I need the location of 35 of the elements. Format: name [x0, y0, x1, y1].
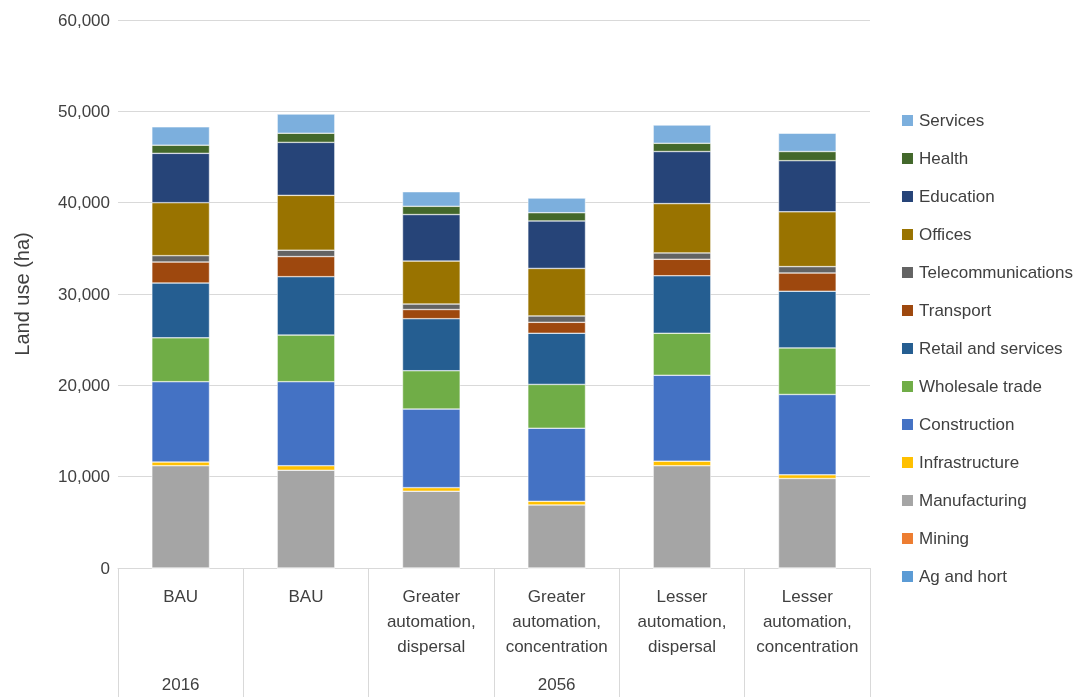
legend-label: Retail and services [918, 339, 1063, 358]
text: 2056 [537, 675, 576, 694]
bar [151, 465, 210, 568]
bar [277, 470, 335, 568]
legend-label: Infrastructure [918, 453, 1020, 472]
y-tick-label: 10,000 [58, 467, 110, 487]
y-tick-label: 50,000 [58, 101, 110, 121]
legend-label: Construction [918, 415, 1015, 434]
bar [653, 465, 711, 568]
legend-label: Health [918, 149, 969, 168]
legend-label: Transport [918, 301, 992, 320]
legend-label: Manufacturing [918, 491, 1027, 510]
legend-label: Education [918, 187, 995, 206]
legend-label: Mining [918, 529, 970, 548]
legend-label: Offices [918, 225, 972, 244]
y-tick-label: 30,000 [58, 284, 110, 304]
x-tick-label: Greater automation, dispersal [386, 587, 476, 656]
legend-label: Wholesale trade [918, 377, 1042, 396]
x-tick-label: BAU [163, 587, 199, 606]
bar [527, 504, 586, 568]
x-tick-label: Greater automation, concentration [505, 587, 608, 656]
legend-label: Telecommunications [918, 263, 1073, 282]
y-tick-label: 40,000 [58, 193, 110, 213]
legend-label: Services [918, 111, 985, 130]
x-tick-label: BAU [288, 587, 324, 606]
y-tick-label: 60,000 [58, 10, 110, 30]
bar [778, 478, 837, 568]
y-axis-title: Land use (ha) [11, 232, 33, 356]
y-tick-label: 20,000 [58, 375, 110, 395]
x-tick-label: Lesser automation, dispersal [637, 587, 727, 656]
text: 2016 [161, 675, 200, 694]
bar [402, 491, 461, 568]
y-tick-label: 0 [100, 558, 110, 578]
legend-label: Ag and hort [918, 567, 1008, 586]
x-tick-label: Lesser automation, concentration [756, 587, 859, 656]
